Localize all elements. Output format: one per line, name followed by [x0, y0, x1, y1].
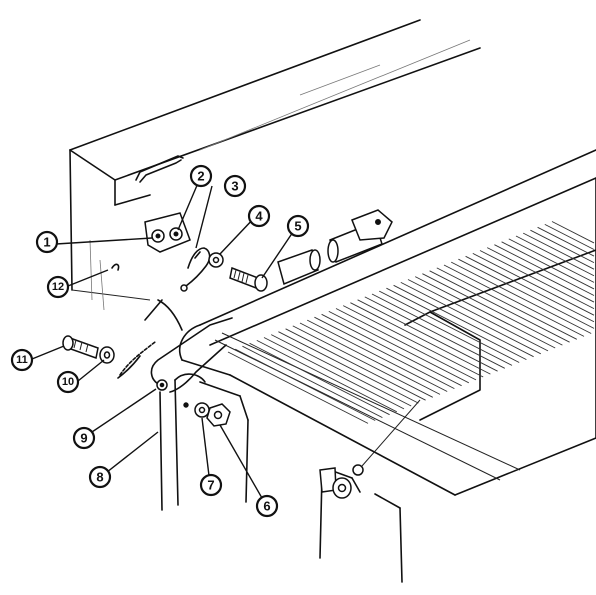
grating-rib — [450, 261, 592, 334]
grating-rib — [270, 334, 412, 407]
grating-rib — [350, 302, 491, 375]
mounting-bracket — [159, 373, 249, 511]
grating-rib — [501, 241, 595, 290]
grating-rib — [249, 342, 390, 416]
grating-rib — [479, 250, 595, 310]
screw-11 — [62, 335, 99, 359]
grating-rib — [494, 244, 595, 296]
callout-3: 3 — [223, 174, 247, 198]
grating-rib — [278, 331, 419, 404]
grating-rib — [414, 276, 556, 349]
callout-9: 9 — [72, 426, 96, 450]
callout-10-label: 10 — [62, 376, 74, 388]
callout-1-label: 1 — [43, 235, 50, 250]
grating-rib — [522, 232, 595, 270]
hinge-arm — [144, 299, 233, 393]
grating-rib — [422, 273, 563, 346]
grating-rib — [285, 328, 426, 401]
hinge-plate — [144, 212, 191, 253]
grating-rib — [472, 252, 595, 316]
washer-4 — [208, 252, 224, 268]
callout-5: 5 — [286, 214, 310, 238]
small-bolt — [183, 402, 189, 408]
washer-10 — [99, 346, 115, 364]
grating-rib — [263, 337, 405, 410]
grating-rib — [357, 299, 498, 372]
grating-rib — [515, 235, 595, 277]
callout-4: 4 — [247, 204, 271, 228]
callout-7: 7 — [199, 473, 223, 497]
callout-8: 8 — [88, 465, 112, 489]
grating-rib — [364, 296, 506, 369]
grating-rib — [400, 281, 542, 355]
grated-platform — [178, 149, 596, 496]
grating-rib — [328, 310, 470, 384]
callout-2-label: 2 — [197, 169, 204, 184]
grating-rib — [335, 308, 477, 381]
grating-rib — [443, 264, 585, 337]
callout-6: 6 — [255, 494, 279, 518]
nut-6 — [206, 403, 231, 427]
callout-11-label: 11 — [16, 354, 28, 366]
callout-1: 1 — [35, 230, 59, 254]
lanyard-cable — [180, 247, 211, 292]
callout-5-label: 5 — [294, 219, 301, 234]
retaining-chain — [117, 341, 156, 379]
callout-7-label: 7 — [207, 478, 214, 493]
callout-8-label: 8 — [96, 470, 103, 485]
callout-2: 2 — [189, 164, 213, 188]
grating-rib — [429, 270, 570, 343]
grating-rib — [227, 351, 369, 424]
grating-rib — [306, 319, 448, 392]
grating-rib — [234, 348, 376, 421]
callout-11: 11 — [10, 348, 34, 372]
callout-6-label: 6 — [263, 499, 270, 514]
grating-rib — [436, 267, 578, 340]
screw-5 — [229, 266, 268, 292]
grating-rib — [256, 339, 398, 413]
grating-ribs — [227, 221, 595, 424]
grating-rib — [486, 247, 595, 303]
cabinet-body — [69, 19, 481, 311]
grating-rib — [544, 223, 595, 250]
callout-4-label: 4 — [255, 209, 263, 224]
lower-bracket — [319, 399, 421, 583]
grating-rib — [342, 305, 484, 378]
grating-rib — [508, 238, 595, 283]
grating-rib — [407, 279, 549, 352]
callout-9-label: 9 — [80, 431, 87, 446]
grating-rib — [242, 345, 383, 419]
grating-rib — [386, 287, 527, 361]
grating-rib — [378, 290, 520, 363]
grating-rib — [292, 325, 434, 398]
grating-rib — [458, 258, 595, 329]
grating-rib — [314, 316, 455, 390]
callout-3-label: 3 — [231, 179, 238, 194]
grating-rib — [321, 313, 462, 387]
leader-lines — [31, 175, 298, 506]
hook-mark — [111, 263, 120, 271]
grating-rib — [551, 221, 595, 244]
callout-10: 10 — [56, 370, 80, 394]
grating-rib — [465, 255, 595, 323]
grating-rib — [371, 293, 513, 366]
washer-7 — [194, 402, 210, 418]
callout-12: 12 — [46, 275, 70, 299]
grating-rib — [537, 226, 595, 257]
callout-12-label: 12 — [52, 281, 64, 293]
grating-rib — [393, 284, 534, 358]
grating-rib — [299, 322, 441, 395]
grating-rib — [530, 229, 595, 264]
